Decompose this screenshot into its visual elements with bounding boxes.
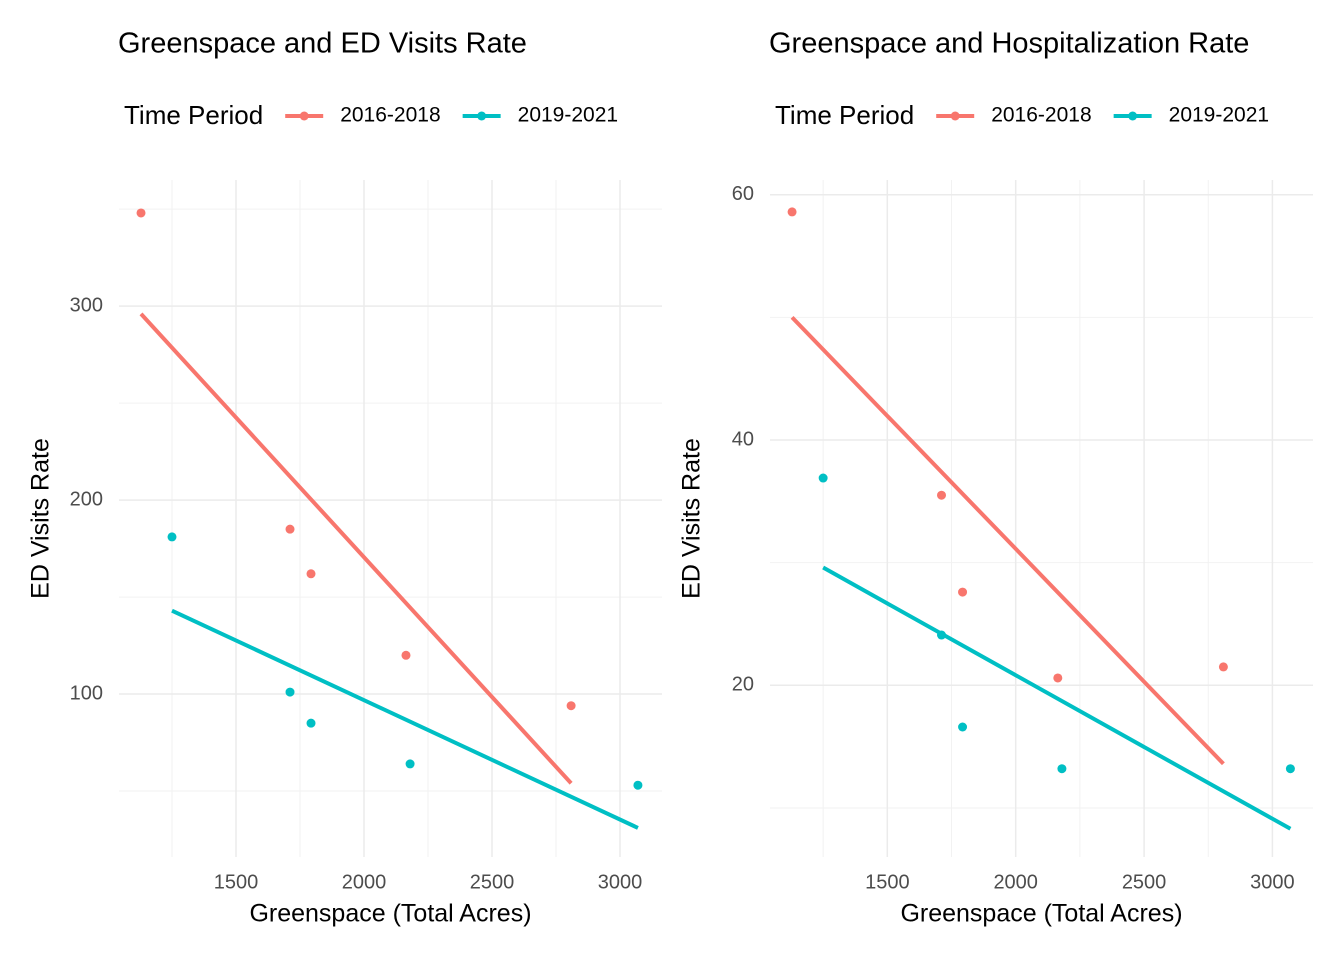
point	[167, 532, 177, 542]
fit-line	[790, 315, 1225, 766]
y-axis-label: ED Visits Rate	[678, 438, 706, 599]
chart-title: Greenspace and Hospitalization Rate	[769, 28, 1249, 60]
fit-line	[171, 608, 639, 830]
point	[285, 524, 295, 534]
point	[1285, 764, 1295, 774]
x-tick-label: 2000	[993, 871, 1038, 893]
point	[937, 630, 947, 640]
point	[401, 650, 411, 660]
fit-line	[822, 565, 1292, 831]
x-tick-label: 1500	[214, 871, 259, 893]
x-tick-label: 2500	[1122, 871, 1167, 893]
point	[633, 780, 643, 790]
chart-title: Greenspace and ED Visits Rate	[118, 28, 527, 60]
point	[958, 722, 968, 732]
point	[136, 208, 146, 218]
legend-key-point	[950, 111, 960, 121]
fit-line	[139, 312, 573, 785]
legend-key-point	[299, 111, 309, 121]
point	[566, 701, 576, 711]
y-tick-label: 300	[70, 294, 103, 316]
y-tick-label: 60	[732, 183, 754, 205]
y-tick-label: 100	[70, 682, 103, 704]
point	[937, 490, 947, 500]
point	[405, 759, 415, 769]
y-tick-label: 40	[732, 428, 754, 450]
point	[1053, 673, 1063, 683]
x-tick-label: 3000	[1250, 871, 1295, 893]
legend-key-point	[1128, 111, 1138, 121]
point	[306, 718, 316, 728]
legend-key-point	[477, 111, 487, 121]
y-tick-label: 200	[70, 488, 103, 510]
legend-title: Time Period	[775, 100, 914, 130]
y-axis-label: ED Visits Rate	[27, 438, 55, 599]
point	[285, 687, 295, 697]
legend-label: 2016-2018	[991, 104, 1091, 127]
y-tick-label: 20	[732, 674, 754, 696]
x-axis-label: Greenspace (Total Acres)	[900, 900, 1182, 928]
legend-label: 2019-2021	[518, 104, 618, 127]
point	[787, 207, 797, 217]
point	[1057, 764, 1067, 774]
x-axis-label: Greenspace (Total Acres)	[249, 900, 531, 928]
point	[306, 569, 316, 579]
x-tick-label: 1500	[865, 871, 910, 893]
point	[1218, 662, 1228, 672]
legend-title: Time Period	[124, 100, 263, 130]
x-tick-label: 2500	[470, 871, 515, 893]
point	[958, 587, 968, 597]
legend-label: 2019-2021	[1169, 104, 1269, 127]
x-tick-label: 2000	[342, 871, 387, 893]
x-tick-label: 3000	[598, 871, 643, 893]
legend-label: 2016-2018	[340, 104, 440, 127]
point	[818, 473, 828, 483]
